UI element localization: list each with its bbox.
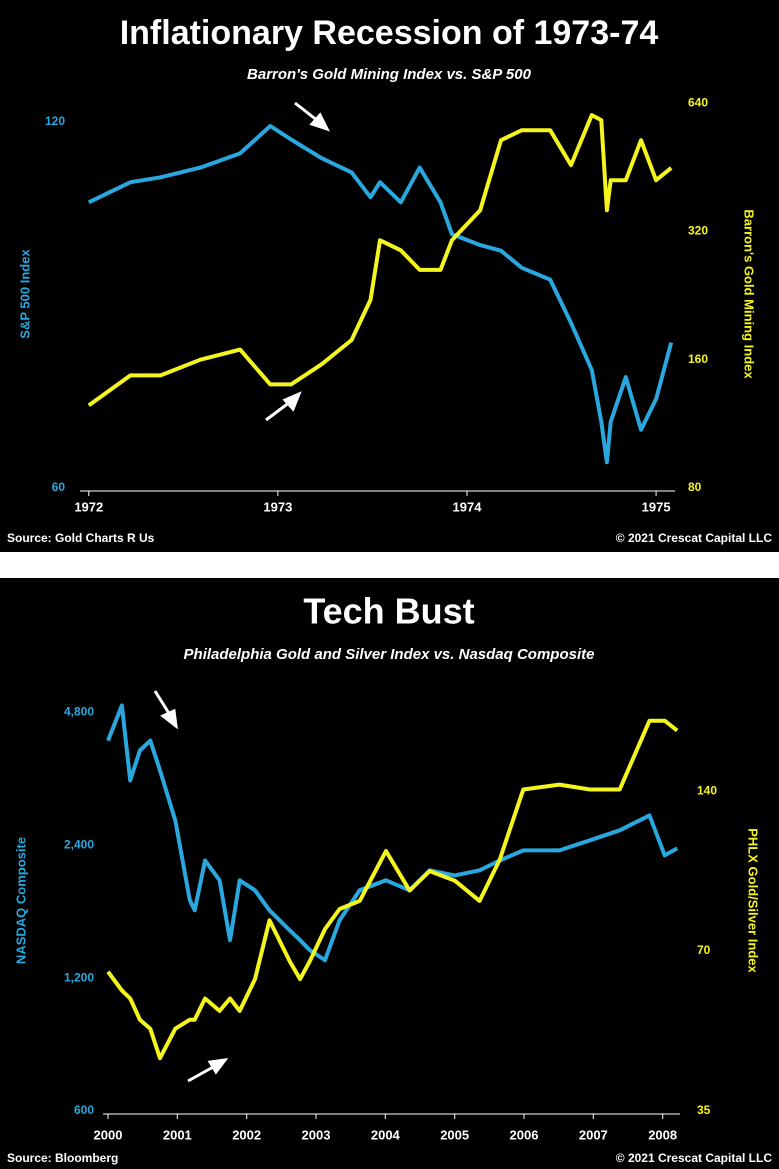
y2-tick-label: 35 (697, 1103, 711, 1117)
y-axis-label: S&P 500 Index (17, 249, 32, 339)
x-tick-label: 2007 (579, 1127, 608, 1142)
y-tick-label: 60 (52, 480, 66, 494)
arrow (294, 101, 319, 123)
y2-tick-label: 140 (697, 783, 717, 797)
x-tick-label: 2004 (371, 1127, 401, 1142)
arrows (153, 101, 330, 1083)
panel-background (0, 578, 779, 1169)
x-tick-label: 2003 (302, 1127, 331, 1142)
series-line (87, 113, 673, 408)
y2-tick-label: 320 (688, 224, 708, 238)
y-axis-label: NASDAQ Composite (13, 837, 28, 964)
arrow-head (309, 112, 330, 132)
source: Source: Gold Charts R Us (7, 531, 155, 545)
y2-axis-label: PHLX Gold/Silver Index (746, 828, 761, 973)
series-line (106, 718, 679, 1061)
x-tick-label: 1974 (453, 499, 483, 514)
arrow (187, 1064, 216, 1083)
arrow-head (207, 1058, 229, 1075)
x-tick-label: 1973 (263, 499, 292, 514)
series-line (87, 124, 674, 465)
y-tick-label: 1,200 (64, 970, 94, 984)
arrow-head (160, 708, 178, 730)
x-tick-label: 1972 (74, 499, 103, 514)
x-tick-label: 2000 (94, 1127, 123, 1142)
series-line (106, 703, 679, 963)
x-tick-label: 2001 (163, 1127, 192, 1142)
x-tick-label: 2005 (440, 1127, 469, 1142)
x-tick-label: 1975 (642, 499, 671, 514)
x-tick-label: 2006 (510, 1127, 539, 1142)
copyright: © 2021 Crescat Capital LLC (616, 1151, 773, 1165)
x-tick-label: 2008 (648, 1127, 677, 1142)
arrow-head (282, 391, 302, 412)
y2-tick-label: 640 (688, 95, 708, 109)
y-tick-label: 600 (74, 1103, 94, 1117)
chart-subtitle: Barron's Gold Mining Index vs. S&P 500 (247, 66, 532, 83)
y-tick-label: 4,800 (64, 705, 94, 719)
y2-tick-label: 160 (688, 352, 708, 366)
source: Source: Bloomberg (7, 1151, 118, 1165)
copyright: © 2021 Crescat Capital LLC (616, 531, 773, 545)
arrow (265, 400, 291, 422)
y-tick-label: 120 (45, 114, 65, 128)
chart-title: Tech Bust (303, 591, 474, 632)
y2-axis-label: Barron's Gold Mining Index (742, 209, 757, 379)
y2-tick-label: 70 (697, 943, 711, 957)
arrow (153, 690, 172, 716)
y2-tick-label: 80 (688, 480, 702, 494)
y-tick-label: 2,400 (64, 838, 94, 852)
x-tick-label: 2002 (232, 1127, 261, 1142)
chart-subtitle: Philadelphia Gold and Silver Index vs. N… (184, 646, 595, 663)
chart-title: Inflationary Recession of 1973-74 (120, 14, 659, 52)
panel-background (0, 0, 779, 552)
